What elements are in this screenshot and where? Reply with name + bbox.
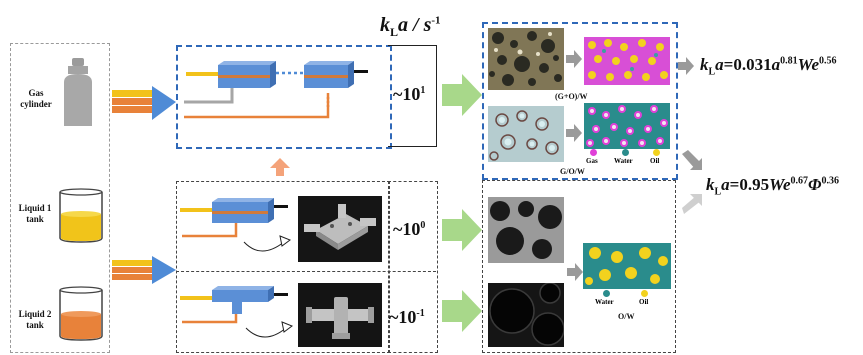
liquid1-label: Liquid 1 tank (18, 203, 52, 224)
mid-magnitude-panel (388, 181, 438, 353)
ow-photo-1 (488, 197, 564, 263)
kla-header: kLa / s-1 (380, 14, 441, 39)
ow-photo-2 (488, 283, 564, 347)
gray-arrow-1 (566, 50, 582, 68)
single-chip-divider (176, 271, 436, 272)
legend-water-label: Water (614, 157, 633, 165)
top-magnitude-panel (388, 45, 437, 147)
gas-cylinder-icon (64, 58, 92, 126)
mid-chip-photo (298, 196, 382, 262)
mid-chip-schematic (180, 198, 292, 252)
gow-nested-schematic (584, 103, 670, 149)
feed-arrow-top (112, 86, 176, 120)
green-arrow-bottom (442, 290, 482, 332)
legend-water-label-2: Water (595, 298, 614, 306)
gray-arrow-2 (566, 124, 582, 142)
green-arrow-mid (442, 209, 482, 251)
feed-arrow-bottom (112, 256, 176, 284)
gow-combined-photo (488, 28, 564, 90)
bottom-chip-schematic (180, 286, 294, 338)
legend-water-swatch (622, 149, 629, 156)
green-arrow-top (442, 74, 482, 116)
legend-oil-label: Oil (650, 157, 660, 165)
legend-gas-swatch (590, 149, 597, 156)
gow-results-panel (482, 22, 678, 180)
gas-label: Gas cylinder (20, 88, 52, 109)
liquid2-label: Liquid 2 tank (18, 309, 52, 330)
single-chip-panel (176, 181, 390, 353)
magnitude-mid: ~100 (393, 219, 426, 239)
label-ow: O/W (618, 312, 635, 321)
liquid1-tank-icon (59, 188, 103, 243)
legend-oil-swatch-2 (641, 290, 648, 297)
legend-oil-label-2: Oil (639, 298, 649, 306)
liquid2-tank-icon (59, 286, 103, 341)
eq-arrow-bottom (682, 194, 702, 214)
label-gow-nested: G/O/W (560, 167, 585, 176)
legend-oil-swatch (653, 149, 660, 156)
label-gow-combined: (G+O)/W (555, 92, 588, 101)
eq-arrow-top (678, 57, 694, 75)
dual-chip-schematic (184, 61, 368, 119)
ow-schematic (583, 243, 671, 289)
magnitude-top: ~101 (393, 84, 426, 104)
magnitude-bottom: ~10-1 (389, 307, 425, 327)
up-arrow-icon (270, 158, 290, 176)
gray-arrow-3 (567, 263, 583, 281)
equation-1: kLa=0.031a0.81We0.56 (700, 55, 837, 78)
bottom-chip-photo (298, 283, 382, 347)
source-panel (10, 43, 110, 353)
legend-gas-label: Gas (586, 157, 598, 165)
gow-combined-schematic (584, 37, 670, 85)
gow-nested-photo (488, 106, 564, 162)
equation-2: kLa=0.95We0.67Φ0.36 (706, 175, 839, 198)
eq-arrow-mid (682, 150, 702, 170)
ow-results-panel (482, 180, 676, 353)
legend-water-swatch-2 (603, 290, 610, 297)
dual-chip-panel (176, 45, 392, 149)
